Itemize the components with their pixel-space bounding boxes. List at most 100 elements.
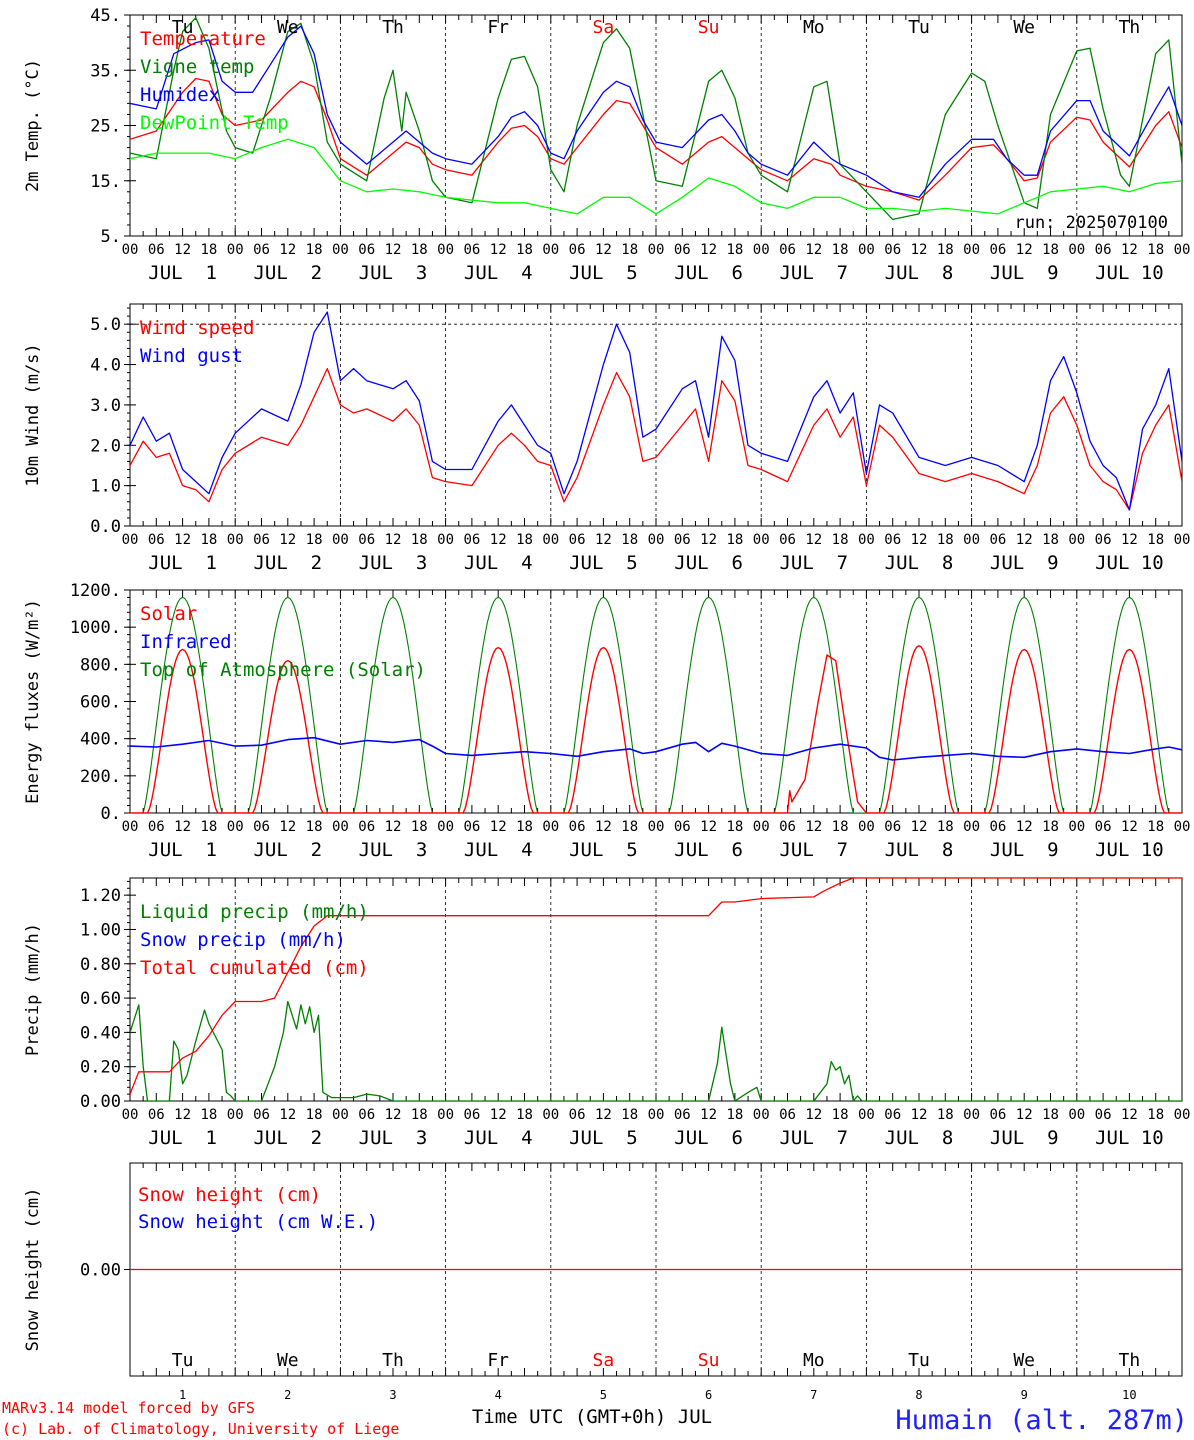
date-label: JUL 2 <box>253 552 322 574</box>
hour-tick-label: 06 <box>253 532 270 548</box>
hour-tick-label: 18 <box>937 1107 954 1123</box>
series-group <box>130 17 1182 221</box>
hour-tick-label: 00 <box>963 242 980 258</box>
date-label: JUL 5 <box>569 552 638 574</box>
hour-tick-label: 18 <box>621 819 638 835</box>
legend-entry: Snow height (cm) <box>138 1184 321 1206</box>
date-label: JUL 4 <box>464 552 533 574</box>
hour-tick-label: 00 <box>437 1107 454 1123</box>
hour-tick-label: 00 <box>332 819 349 835</box>
series-group <box>130 878 1182 1101</box>
footer-copyright: (c) Lab. of Climatology, University of L… <box>2 1420 399 1438</box>
hour-tick-label: 18 <box>306 819 323 835</box>
hour-tick-label: 00 <box>227 1107 244 1123</box>
date-label: JUL 7 <box>779 552 848 574</box>
hour-tick-label: 06 <box>1095 532 1112 548</box>
date-label: JUL 7 <box>779 1127 848 1149</box>
legend-entry: Wind speed <box>140 317 254 339</box>
hour-tick-label: 18 <box>832 532 849 548</box>
panel-4: 0.00 0.20 0.40 0.60 0.80 1.00 1.20 Precip (mm/h… <box>23 877 1190 1149</box>
y-tick-label: 1200. <box>70 581 121 601</box>
weekday-label: Tu <box>908 17 930 38</box>
series-1 <box>130 17 1182 221</box>
weekday-label: We <box>277 1350 299 1371</box>
hour-tick-label: 06 <box>1095 242 1112 258</box>
hour-tick-label: 06 <box>884 1107 901 1123</box>
hour-tick-label: 18 <box>621 242 638 258</box>
date-label: JUL 8 <box>885 552 954 574</box>
date-label: JUL 6 <box>674 839 743 861</box>
y-tick-label: 1.00 <box>80 920 121 940</box>
hour-tick-label: 06 <box>779 532 796 548</box>
date-label: JUL 3 <box>359 262 428 284</box>
hour-tick-label: 18 <box>937 819 954 835</box>
hour-tick-label: 06 <box>569 532 586 548</box>
hour-tick-label: 12 <box>174 242 191 258</box>
hour-tick-label: 18 <box>411 1107 428 1123</box>
date-label: JUL 10 <box>1095 1127 1164 1149</box>
hour-tick-label: 00 <box>227 242 244 258</box>
panel-1: 5. 15. 25. 35. 45. 2m Temp. (°C) Temperature Vi… <box>23 6 1190 284</box>
hour-tick-label: 12 <box>700 819 717 835</box>
date-label: JUL 4 <box>464 1127 533 1149</box>
date-label: JUL 5 <box>569 1127 638 1149</box>
hour-tick-label: 12 <box>279 819 296 835</box>
date-label: JUL 10 <box>1095 839 1164 861</box>
hour-tick-label: 06 <box>463 819 480 835</box>
hour-tick-label: 06 <box>253 819 270 835</box>
y-tick-label: 0.0 <box>90 517 121 537</box>
series-solar <box>130 645 1182 813</box>
weekday-label: Tu <box>908 1350 930 1371</box>
hour-tick-label: 18 <box>1147 532 1164 548</box>
hour-tick-label: 12 <box>490 242 507 258</box>
hour-tick-label: 12 <box>700 532 717 548</box>
hour-tick-label: 12 <box>1121 1107 1138 1123</box>
y-tick-label: 5.0 <box>90 315 121 335</box>
y-tick-label: 600. <box>80 693 121 713</box>
hour-tick-label: 18 <box>516 532 533 548</box>
hour-tick-label: 00 <box>648 242 665 258</box>
hour-tick-label: 12 <box>595 242 612 258</box>
hour-tick-label: 06 <box>779 1107 796 1123</box>
weekday-label: Sa <box>593 1350 615 1371</box>
hour-tick-label: 00 <box>542 532 559 548</box>
weekday-label: Mo <box>803 17 825 38</box>
series-group <box>130 311 1182 511</box>
series-3 <box>130 138 1182 215</box>
date-label: JUL 2 <box>253 839 322 861</box>
hour-tick-label: 00 <box>437 819 454 835</box>
date-label: JUL 5 <box>569 839 638 861</box>
hour-tick-label: 00 <box>332 1107 349 1123</box>
hour-tick-label: 00 <box>332 532 349 548</box>
hour-tick-label: 18 <box>1042 242 1059 258</box>
hour-tick-label: 00 <box>1174 819 1191 835</box>
hour-tick-label: 12 <box>279 1107 296 1123</box>
hour-tick-label: 12 <box>805 819 822 835</box>
date-label: JUL 1 <box>148 262 217 284</box>
hour-tick-label: 12 <box>595 819 612 835</box>
hour-tick-label: 00 <box>332 242 349 258</box>
date-label: JUL 10 <box>1095 262 1164 284</box>
hour-tick-label: 06 <box>253 1107 270 1123</box>
hour-tick-label: 00 <box>122 1107 139 1123</box>
date-label: JUL 9 <box>990 552 1059 574</box>
hour-tick-label: 12 <box>385 819 402 835</box>
date-label: JUL 10 <box>1095 552 1164 574</box>
date-label: JUL 8 <box>885 262 954 284</box>
hour-tick-label: 12 <box>700 242 717 258</box>
y-tick-label: 15. <box>90 172 121 192</box>
series-toa-solar <box>130 596 1182 813</box>
hour-tick-label: 06 <box>1095 819 1112 835</box>
hour-tick-label: 12 <box>1121 819 1138 835</box>
hour-tick-label: 18 <box>726 532 743 548</box>
hour-tick-label: 12 <box>805 1107 822 1123</box>
hour-tick-label: 00 <box>1068 1107 1085 1123</box>
date-label: JUL 3 <box>359 1127 428 1149</box>
series-1 <box>130 878 1182 1095</box>
panel-3: 0. 200. 400. 600. 800. 1000. 1200. Energy fluxe… <box>23 581 1190 861</box>
weekday-label: Fr <box>487 1350 509 1371</box>
hour-tick-label: 12 <box>911 532 928 548</box>
hour-tick-label: 18 <box>411 819 428 835</box>
hour-tick-label: 18 <box>1147 1107 1164 1123</box>
legend-entry: Humidex <box>140 84 220 106</box>
